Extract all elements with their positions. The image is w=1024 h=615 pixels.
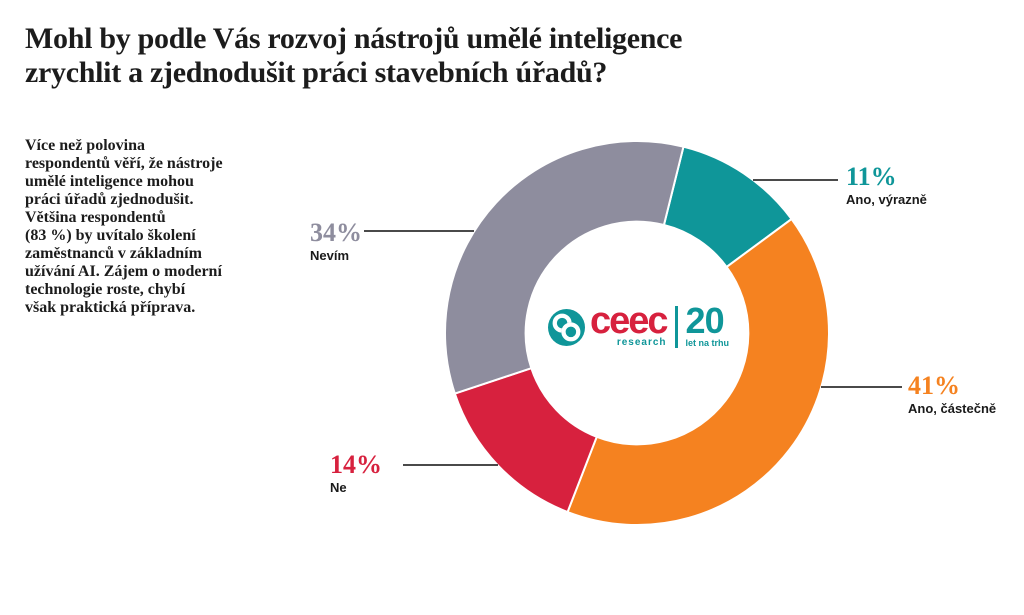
logo-divider: [674, 306, 678, 348]
logo-wordmark: ceec: [590, 300, 669, 342]
donut-slice-ano-castecne: [566, 217, 830, 526]
slice-label: Ano, částečně: [908, 401, 997, 416]
percent-value: 41%: [908, 371, 960, 400]
summary-paragraph: Více než polovina respondentů věří, že n…: [25, 137, 223, 316]
ceec-logo: ceec research 20 let na trhu: [548, 299, 729, 355]
percent-value: 34%: [310, 218, 362, 247]
leader-line-ne: [403, 464, 498, 466]
donut-chart: [444, 140, 830, 526]
logo-years: 20: [685, 300, 725, 341]
callout-ano-castecne: 41% Ano, částečně: [908, 371, 997, 417]
slice-label: Ano, výrazně: [846, 192, 927, 207]
logo-research-label: research: [616, 337, 667, 348]
ceec-chain-icon: [548, 308, 585, 346]
callout-ne: 14% Ne: [330, 450, 382, 496]
percent-value: 14%: [330, 450, 382, 479]
donut-slice-nevim: [444, 140, 685, 395]
page-title: Mohl by podle Vás rozvoj nástrojů umělé …: [25, 22, 683, 89]
leader-line-ano-vyrazne: [753, 179, 838, 181]
slice-label: Nevím: [310, 248, 350, 263]
slice-label: Ne: [330, 480, 347, 495]
callout-ano-vyrazne: 11% Ano, výrazně: [846, 162, 927, 208]
leader-line-ano-castecne: [821, 386, 902, 388]
leader-line-nevim: [364, 230, 474, 232]
percent-value: 11%: [846, 162, 897, 191]
logo-years-caption: let na trhu: [685, 338, 730, 348]
donut-slice-ne: [453, 366, 599, 514]
callout-nevim: 34% Nevím: [310, 218, 362, 264]
